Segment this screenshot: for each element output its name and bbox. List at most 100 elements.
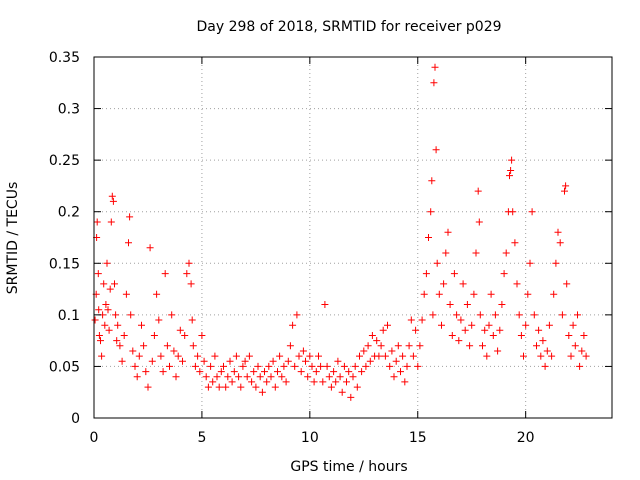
data-point — [336, 373, 344, 381]
data-point — [211, 352, 219, 360]
data-point — [161, 270, 169, 278]
data-point — [409, 352, 417, 360]
data-point — [140, 342, 148, 350]
data-point — [550, 290, 558, 298]
data-point — [494, 347, 502, 355]
data-point — [360, 347, 368, 355]
data-point — [474, 187, 482, 195]
data-point — [122, 290, 130, 298]
data-point — [194, 352, 202, 360]
data-point — [315, 352, 322, 360]
data-point — [388, 347, 396, 355]
data-point — [548, 352, 556, 360]
data-point — [520, 352, 527, 360]
data-point — [422, 270, 430, 278]
data-point — [213, 373, 221, 381]
y-tick-label: 0.3 — [58, 102, 80, 118]
data-point — [293, 311, 301, 319]
data-point — [306, 352, 314, 360]
data-point — [183, 270, 191, 278]
data-point — [438, 321, 445, 329]
data-point — [461, 326, 469, 334]
data-point — [491, 311, 499, 319]
y-tick-label: 0.05 — [49, 359, 80, 375]
data-point — [104, 306, 112, 314]
data-point — [291, 362, 299, 370]
plot-frame — [93, 56, 613, 419]
data-point — [265, 362, 273, 370]
data-point — [528, 208, 536, 216]
data-point — [455, 337, 463, 345]
data-point — [576, 362, 584, 370]
data-point — [142, 368, 150, 376]
data-point — [558, 311, 566, 319]
data-point — [133, 373, 141, 381]
data-point — [106, 285, 114, 293]
y-tick-label: 0 — [71, 411, 80, 427]
data-point — [574, 311, 581, 319]
data-point — [545, 321, 553, 329]
data-point — [517, 332, 525, 339]
data-point — [269, 357, 277, 365]
data-point — [418, 316, 426, 324]
data-point — [332, 378, 340, 386]
data-point — [157, 352, 165, 360]
data-point — [299, 347, 307, 355]
data-point — [539, 337, 547, 345]
data-point — [295, 352, 303, 360]
data-point — [483, 352, 491, 360]
data-point — [108, 192, 116, 200]
data-point — [172, 373, 180, 381]
data-point — [368, 332, 376, 339]
data-point — [444, 228, 452, 236]
data-point — [384, 321, 391, 329]
data-point — [476, 311, 484, 319]
data-point — [405, 342, 413, 350]
data-point — [401, 378, 409, 386]
data-point — [97, 337, 104, 345]
data-point — [252, 383, 260, 391]
data-point — [358, 368, 366, 376]
data-point — [397, 368, 404, 376]
data-point — [580, 332, 588, 339]
data-point — [440, 280, 448, 288]
data-point — [308, 362, 316, 370]
data-point — [159, 368, 167, 376]
data-point — [118, 357, 126, 365]
data-point — [511, 239, 519, 247]
data-point — [241, 357, 249, 365]
data-point — [522, 321, 530, 329]
data-point — [343, 378, 350, 386]
chart-title: Day 298 of 2018, SRMTID for receiver p02… — [196, 19, 501, 35]
data-point — [187, 280, 195, 288]
data-point — [526, 259, 534, 267]
data-point — [448, 332, 456, 339]
data-point — [191, 362, 199, 370]
data-point — [390, 373, 398, 381]
data-point — [317, 362, 325, 370]
data-point — [112, 311, 120, 319]
data-point — [565, 332, 573, 339]
data-point — [144, 383, 152, 391]
data-point — [535, 326, 543, 334]
y-tick-label: 0.15 — [49, 256, 80, 272]
data-point — [508, 156, 516, 164]
data-point — [148, 357, 156, 365]
data-point — [109, 197, 117, 205]
data-point — [325, 373, 333, 381]
data-point — [94, 270, 102, 278]
data-point — [562, 182, 570, 190]
data-point — [93, 218, 101, 226]
data-point — [381, 352, 389, 360]
data-point — [284, 357, 292, 365]
data-point — [392, 357, 400, 365]
data-point — [129, 347, 137, 355]
x-tick-label: 10 — [301, 430, 319, 446]
data-point — [202, 373, 210, 381]
data-point — [347, 393, 355, 401]
data-point — [496, 326, 504, 334]
data-point — [196, 368, 204, 376]
data-point — [453, 311, 461, 319]
data-point — [530, 311, 538, 319]
data-point — [457, 316, 465, 324]
